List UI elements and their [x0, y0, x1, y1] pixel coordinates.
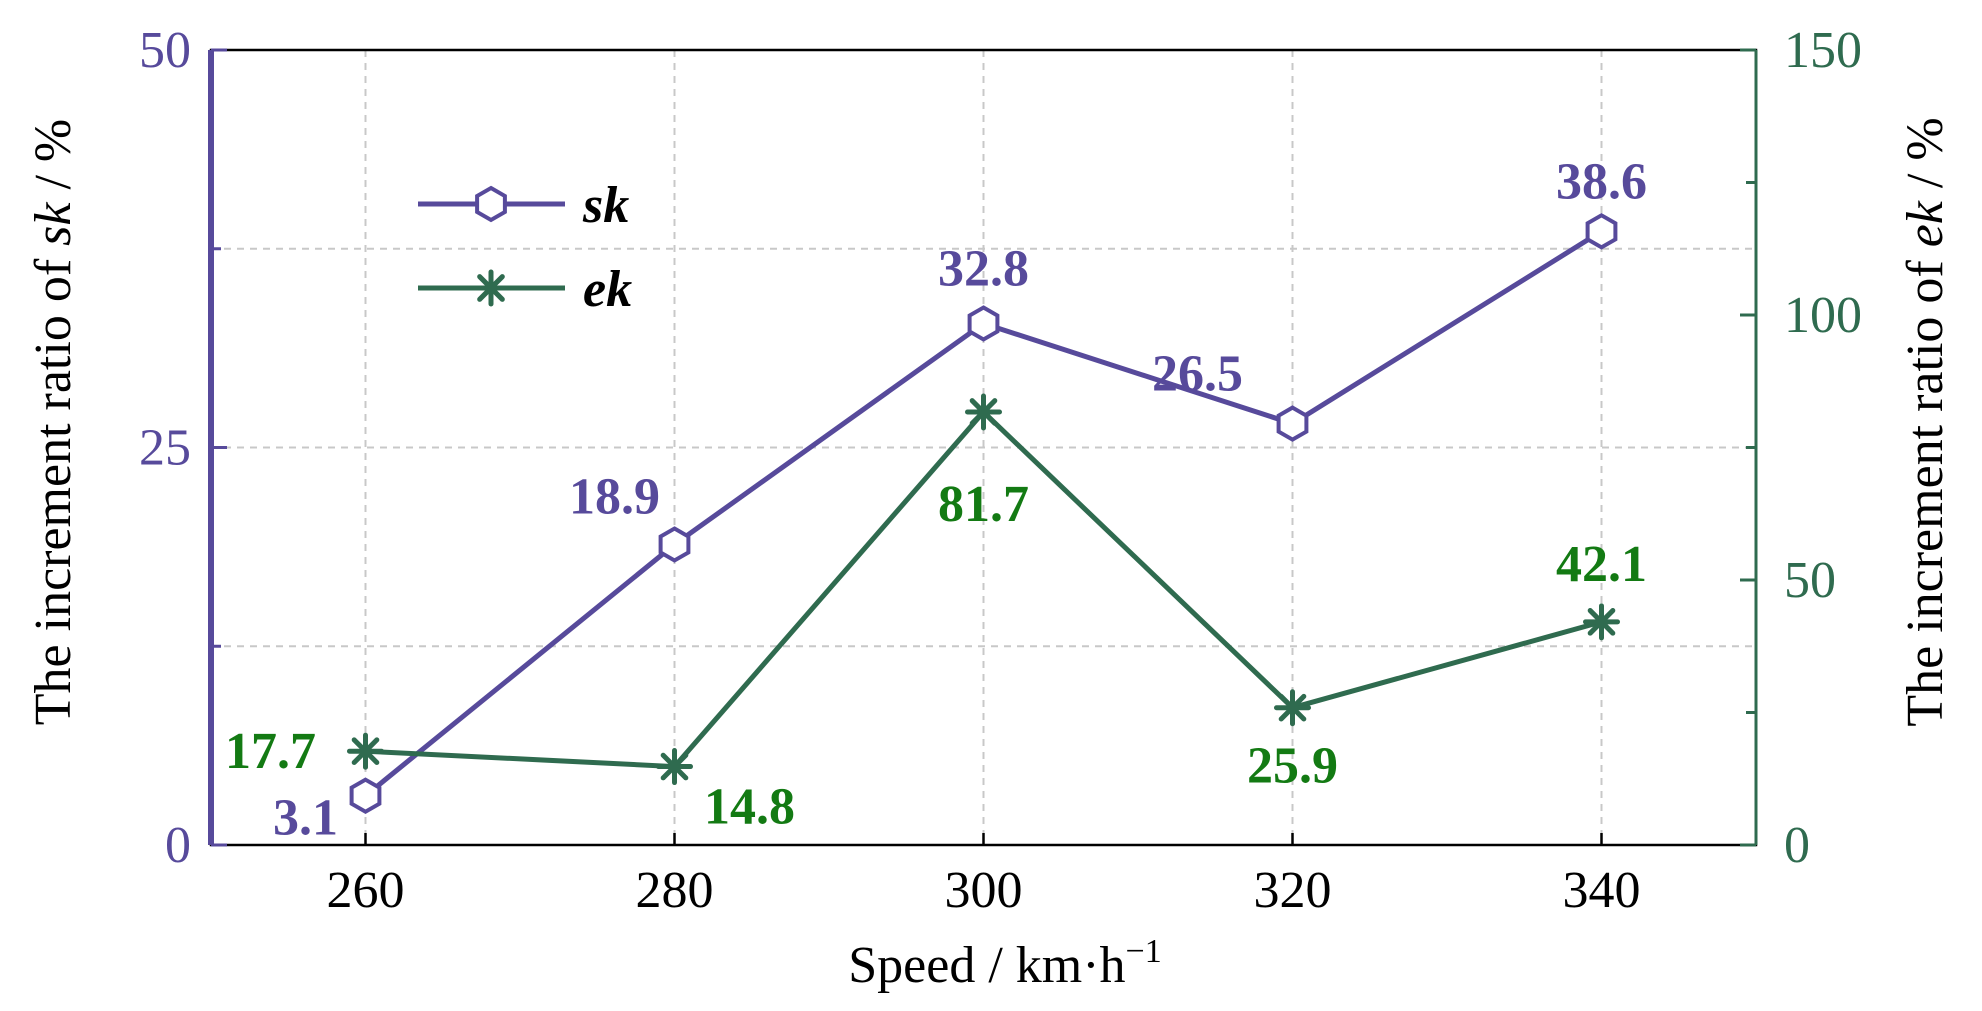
right-y-tick-label: 0: [1784, 817, 1810, 874]
data-point-sk: [349, 777, 382, 815]
x-axis-title-superscript: −1: [1126, 933, 1162, 970]
data-label-sk: 32.8: [938, 240, 1029, 297]
grid-lines: [211, 50, 1756, 845]
legend-marker-ek: [472, 269, 510, 307]
left-y-tick-label: 50: [139, 22, 191, 79]
data-point-sk: [1585, 212, 1618, 250]
left-y-tick-label: 0: [165, 817, 191, 874]
legend-marker-sk: [475, 185, 507, 223]
right-y-axis-title: The increment ratio of ek / %: [1897, 117, 1954, 726]
data-point-ek: [347, 732, 384, 770]
data-point-sk: [658, 526, 691, 563]
right-y-tick-label: 50: [1784, 552, 1836, 609]
data-label-sk: 3.1: [273, 790, 338, 847]
series-layer: [347, 212, 1620, 815]
data-point-ek: [1274, 689, 1311, 727]
data-label-ek: 42.1: [1556, 536, 1647, 593]
x-tick-label: 280: [636, 862, 714, 919]
x-tick-label: 340: [1563, 862, 1641, 919]
data-labels: 3.1 18.9 32.8 26.5 38.6 17.7 14.8 81.7 25.9 42.1: [225, 153, 1647, 846]
data-label-ek: 25.9: [1247, 738, 1338, 795]
data-label-ek: 81.7: [938, 476, 1029, 533]
axis-ticks: 260 280 300 320 340 0 25 50 0 50 100 150: [139, 22, 1862, 919]
data-label-sk: 26.5: [1152, 346, 1243, 403]
data-point-ek: [656, 748, 693, 786]
legend-label-ek: ek: [583, 261, 632, 318]
legend-asterisk-ek: [472, 269, 510, 307]
left-y-axis-title: The increment ratio of sk / %: [25, 119, 82, 725]
data-label-sk: 38.6: [1556, 153, 1647, 210]
data-label-ek: 17.7: [225, 723, 316, 780]
right-y-tick-label: 100: [1784, 287, 1862, 344]
data-point-ek: [1583, 603, 1620, 641]
left-y-tick-label: 25: [139, 420, 191, 477]
data-point-sk: [1276, 405, 1309, 442]
x-tick-label: 320: [1254, 862, 1332, 919]
data-label-sk: 18.9: [569, 468, 660, 525]
x-axis-title: Speed / km·h−1: [848, 933, 1161, 994]
data-point-ek: [965, 393, 1002, 431]
x-tick-label: 260: [327, 862, 405, 919]
right-y-tick-label: 150: [1784, 22, 1862, 79]
legend-label-sk: sk: [582, 177, 629, 234]
data-point-sk: [967, 305, 1000, 342]
data-label-ek: 14.8: [704, 779, 795, 836]
legend: sk ek: [418, 177, 632, 318]
x-tick-label: 300: [945, 862, 1023, 919]
